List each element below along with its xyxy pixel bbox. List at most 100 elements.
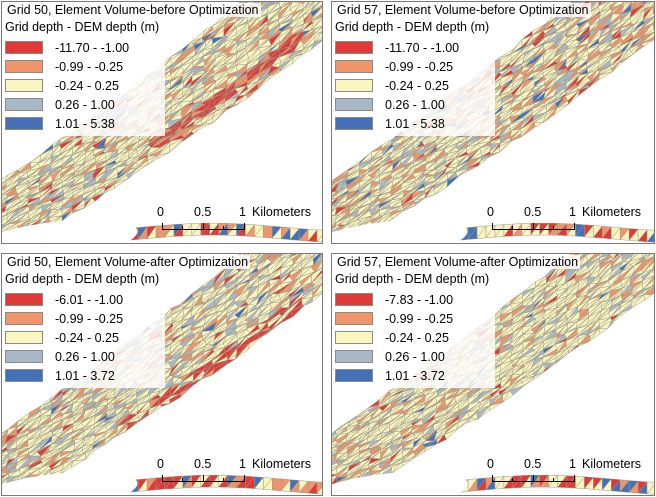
legend-title: Grid depth - DEM depth (m) [5, 20, 160, 34]
legend-label: 0.26 - 1.00 [385, 97, 445, 112]
map-title: Grid 50, Element Volume-before Optimizat… [5, 3, 261, 17]
mesh-element [652, 6, 654, 14]
legend-label: -0.99 - -0.25 [55, 59, 124, 74]
mesh-element [181, 133, 195, 143]
legend-item: 1.01 - 5.38 [5, 114, 159, 133]
mesh-element [244, 88, 258, 99]
legend-swatch [335, 117, 373, 130]
legend-swatch [335, 98, 373, 111]
mesh-element [553, 104, 569, 116]
legend-item: -11.70 - -1.00 [5, 38, 159, 57]
mesh-element [201, 122, 214, 128]
mesh-element [2, 204, 6, 209]
mesh-element [534, 121, 544, 128]
legend-label: 1.01 - 5.38 [385, 116, 445, 131]
mesh-element [597, 71, 613, 81]
mesh-element [310, 39, 322, 50]
mesh-element [446, 175, 460, 188]
scale-line [162, 223, 245, 230]
legend: Grid depth - DEM depth (m) -11.70 - -1.0… [2, 18, 166, 136]
mesh-element [300, 2, 306, 5]
mesh-element [577, 87, 590, 97]
mesh-element [487, 151, 500, 159]
legend-item: 1.01 - 5.38 [335, 114, 489, 133]
legend-swatch [5, 41, 43, 54]
legend-label: -11.70 - -1.00 [385, 40, 460, 55]
mesh-element [91, 192, 106, 202]
land-area [2, 220, 138, 243]
mesh-element [646, 232, 654, 243]
legend-label: 1.01 - 5.38 [55, 116, 115, 131]
mesh-element [424, 193, 436, 199]
mesh-element [226, 359, 236, 365]
scale-label: 0 [157, 205, 164, 219]
scale-label: 0.5 [524, 205, 542, 219]
mesh-element [226, 104, 238, 110]
legend-item: 0.26 - 1.00 [5, 95, 159, 114]
legend-label: -0.24 - 0.25 [55, 78, 119, 93]
mesh-element [114, 431, 126, 438]
map-panel-grid57-before: Grid 57, Element Volume-before Optimizat… [331, 1, 655, 244]
map-panel-grid50-before: Grid 50, Element Volume-before Optimizat… [1, 1, 323, 244]
legend: Grid depth - DEM depth (m) -11.70 - -1.0… [332, 18, 496, 136]
mesh-element [652, 2, 654, 6]
legend-label: -11.70 - -1.00 [55, 40, 130, 55]
mesh-element [279, 2, 287, 8]
scale-label: 1 [569, 205, 576, 219]
mesh-element [29, 154, 42, 163]
mesh-element [466, 165, 479, 173]
legend-label: 0.26 - 1.00 [55, 97, 115, 112]
mesh-element [640, 39, 654, 47]
legend-swatch [5, 79, 43, 92]
map-title: Grid 57, Element Volume-before Optimizat… [335, 3, 591, 17]
scale-unit: Kilometers [252, 205, 312, 219]
scale-label: 0 [487, 205, 494, 219]
legend-label: -0.24 - 0.25 [385, 78, 449, 93]
mesh-element [247, 337, 261, 351]
mesh-element [332, 203, 338, 210]
mesh-element [292, 54, 303, 65]
mesh-element [619, 53, 634, 63]
legend-item: -0.99 - -0.25 [5, 57, 159, 76]
mesh-element [71, 208, 84, 214]
scale-bar: 0 0.5 1 Kilometers [482, 204, 652, 236]
mesh-element [158, 403, 171, 407]
scale-unit: Kilometers [582, 205, 642, 219]
land-area [332, 220, 468, 243]
mesh-element [402, 205, 415, 211]
mesh-element [652, 11, 654, 15]
mesh-element [138, 414, 150, 422]
mesh-element [316, 235, 322, 243]
mesh-element [70, 459, 86, 468]
legend-item: -0.24 - 0.25 [335, 76, 489, 95]
legend-swatch [335, 41, 373, 54]
legend-swatch [5, 117, 43, 130]
mesh-element [278, 254, 287, 259]
mesh-element [290, 305, 305, 317]
mesh-element [137, 164, 149, 172]
scale-line [492, 223, 575, 230]
map-panel-grid50-after: Grid 50, Element Volume-after Optimizati… [1, 253, 323, 496]
legend-item: -0.24 - 0.25 [5, 76, 159, 95]
mesh-element [267, 71, 281, 80]
mesh-element [157, 152, 170, 159]
scale-label: 0.5 [194, 205, 212, 219]
mesh-element [91, 443, 106, 451]
mesh-element [201, 374, 214, 380]
legend-item: -0.99 - -0.25 [335, 57, 489, 76]
legend-swatch [335, 79, 373, 92]
legend-item: 0.26 - 1.00 [335, 95, 489, 114]
mesh-element [597, 2, 603, 7]
mesh-element [299, 254, 308, 262]
mesh-element [114, 178, 129, 189]
legend-label: -0.99 - -0.25 [385, 59, 454, 74]
mesh-element [267, 323, 281, 334]
legend-swatch [5, 98, 43, 111]
mesh-element [509, 136, 522, 142]
mesh-element [180, 384, 194, 398]
legend-title: Grid depth - DEM depth (m) [335, 20, 490, 34]
scale-label: 1 [239, 205, 246, 219]
legend-swatch [335, 60, 373, 73]
legend-item: -11.70 - -1.00 [335, 38, 489, 57]
scale-bar: 0 0.5 1 Kilometers [152, 204, 322, 236]
